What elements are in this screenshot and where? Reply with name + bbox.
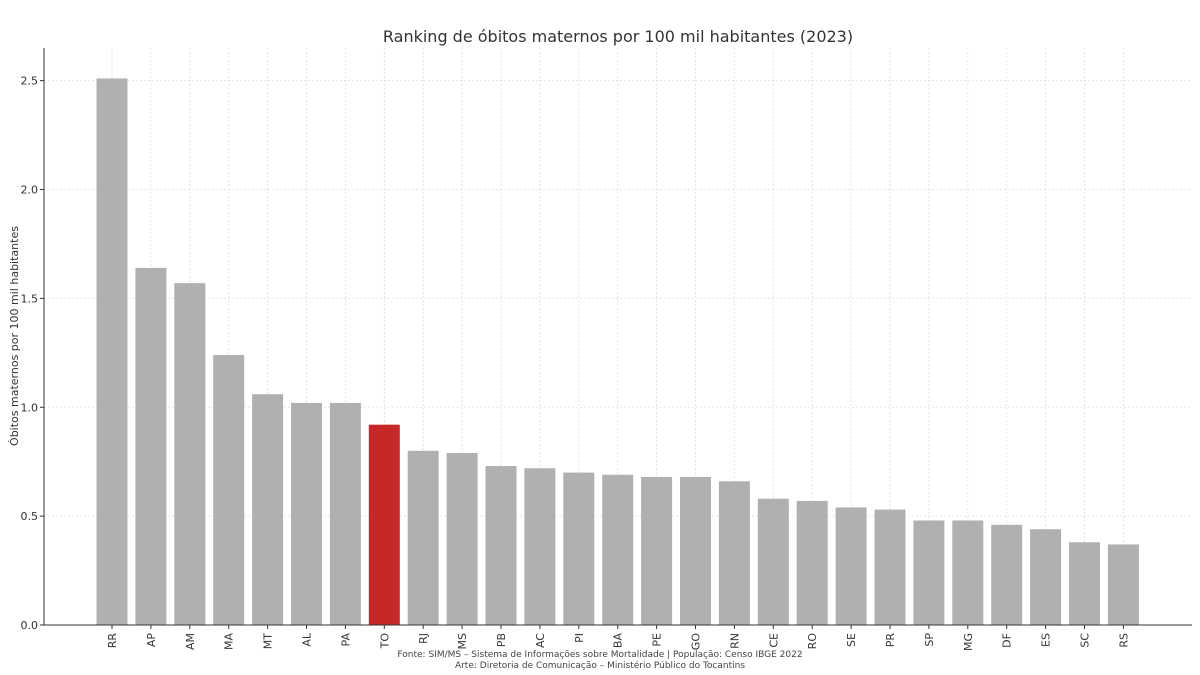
bar-pr [874,509,906,625]
y-axis-label: Óbitos maternos por 100 mil habitantes [8,226,21,446]
x-tick-label: RJ [417,633,430,644]
bar-pe [641,476,673,625]
source-note: Fonte: SIM/MS – Sistema de Informações s… [397,650,803,660]
bar-ms [446,452,478,625]
x-tick-label: CE [767,633,780,648]
x-tick-label: TO [378,633,391,650]
bar-sc [1069,542,1100,625]
x-tick-label: GO [690,633,703,651]
y-axis: 0.0 0.5 1.0 1.5 2.0 2.5 [21,48,45,632]
bar-mg [952,520,984,625]
bar-pb [485,466,517,625]
bar-rj [407,450,439,625]
x-axis: RR AP AM MA MT AL PA TO RJ MS PB AC PI BA PE GO RN CE RO SE… [44,624,1192,651]
bar-mt [252,394,284,625]
chart-title: Ranking de óbitos maternos por 100 mil h… [383,27,853,46]
x-tick-label: RR [106,633,119,649]
bar-rr [96,78,128,625]
x-tick-label: PB [495,633,508,647]
x-tick-label: RN [728,633,741,649]
x-tick-label: ES [1040,633,1053,647]
x-tick-label: MA [223,633,236,650]
x-tick-label: RS [1117,633,1130,648]
bar-sp [913,520,945,625]
bar-se [835,507,867,625]
bar-ap [135,267,167,625]
x-tick-label: AC [534,633,547,648]
bar-ac [524,468,556,625]
x-tick-label: AP [145,633,158,648]
x-tick-label: SE [845,633,858,647]
x-tick-label: MS [456,633,469,649]
bar-es [1030,529,1062,625]
x-tick-label: PA [339,633,352,647]
bar-ro [796,500,828,625]
y-tick-label: 1.5 [21,292,39,305]
bar-go [680,476,711,625]
bar-pi [563,472,595,625]
art-credit: Arte: Diretoria de Comunicação – Ministé… [454,661,746,671]
x-tick-label: DF [1001,633,1014,648]
bar-ce [757,498,789,625]
y-tick-label: 2.5 [21,75,39,88]
x-tick-label: SP [923,633,936,647]
y-tick-label: 0.0 [21,619,39,632]
x-tick-label: MT [262,633,275,649]
bar-al [291,402,322,625]
y-tick-label: 2.0 [21,184,39,197]
y-tick-label: 1.0 [21,401,39,414]
x-tick-label: MG [962,633,975,651]
bar-ba [602,474,634,625]
y-tick-label: 0.5 [21,510,39,523]
x-tick-label: AL [301,632,314,647]
bar-rs [1107,544,1139,625]
x-tick-label: RO [806,633,819,650]
x-tick-label: AM [184,633,197,650]
bars [96,78,1139,625]
bar-df [991,524,1023,625]
bar-ma [213,355,245,625]
bar-am [174,283,206,625]
bar-rn [718,481,750,625]
x-tick-label: PI [573,633,586,643]
x-tick-label: PR [884,633,897,648]
bar-to [368,424,400,625]
x-tick-label: BA [612,633,625,649]
bar-pa [329,402,361,625]
x-tick-label: SC [1079,633,1092,648]
x-tick-label: PE [651,633,664,647]
